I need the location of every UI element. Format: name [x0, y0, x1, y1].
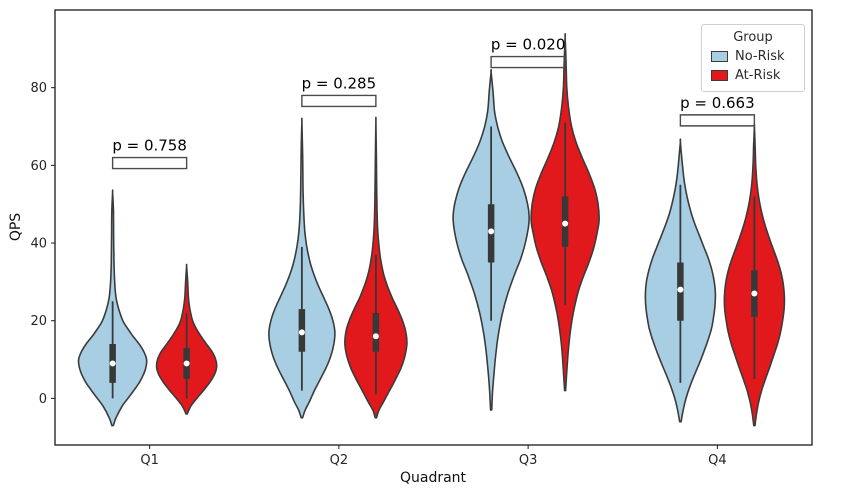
y-axis-label: QPS: [8, 212, 24, 242]
legend-entries: No-Risk At-Risk: [711, 49, 795, 83]
x-tick-label: Q4: [708, 453, 727, 468]
legend-entry-No-Risk: No-Risk: [711, 49, 795, 64]
y-axis-ticks: 0 20 40 60 80: [30, 81, 55, 407]
violin-Q1-At-Risk: [155, 263, 218, 415]
violin-Q2-No-Risk: [268, 117, 336, 419]
significance-bracket: [490, 55, 566, 69]
violin-Q3-No-Risk: [452, 68, 530, 411]
legend-entry-At-Risk: At-Risk: [711, 68, 795, 83]
significance-bracket: [679, 114, 756, 127]
pvalue-label: p = 0.758: [112, 137, 187, 155]
median-dot: [298, 329, 305, 336]
legend-swatch-At-Risk: [711, 70, 728, 81]
median-dot: [751, 290, 758, 297]
pvalue-annotation-Q1: p = 0.758: [111, 137, 188, 170]
plot-border: [54, 9, 813, 446]
x-tick-label: Q3: [519, 453, 538, 468]
y-tick-label: 80: [30, 81, 47, 96]
pvalue-label: p = 0.663: [680, 94, 755, 112]
pvalue-annotation-Q3: p = 0.020: [490, 36, 566, 69]
legend-title: Group: [733, 30, 773, 45]
y-tick-label: 40: [30, 237, 47, 252]
legend-label: At-Risk: [735, 68, 781, 83]
violin-Q1-No-Risk: [77, 189, 148, 427]
legend-swatch-No-Risk: [711, 51, 728, 62]
y-tick-label: 0: [39, 392, 47, 407]
x-tick-label: Q2: [330, 453, 349, 468]
pvalue-annotation-Q2: p = 0.285: [301, 74, 377, 108]
violin-Q2-At-Risk: [344, 116, 408, 419]
pvalue-label: p = 0.285: [302, 74, 377, 92]
median-dot: [677, 286, 684, 293]
median-dot: [488, 228, 495, 235]
median-dot: [183, 360, 190, 367]
median-dot: [109, 360, 116, 367]
violin-Q3-At-Risk: [530, 33, 600, 392]
legend: Group No-Risk At-Risk: [701, 24, 805, 92]
legend-label: No-Risk: [735, 49, 785, 64]
pvalue-label: p = 0.020: [491, 36, 566, 54]
significance-bracket: [301, 94, 377, 108]
y-tick-label: 20: [30, 314, 47, 329]
pvalue-annotation-Q4: p = 0.663: [679, 94, 756, 127]
x-axis-ticks: Q1 Q2 Q3 Q4: [140, 445, 727, 468]
median-dot: [372, 333, 379, 340]
median-dot: [562, 220, 569, 227]
violin-Q4-No-Risk: [644, 138, 717, 423]
x-axis-label: Quadrant: [399, 470, 467, 486]
x-tick-label: Q1: [140, 453, 159, 468]
significance-bracket: [111, 156, 188, 170]
y-tick-label: 60: [30, 159, 47, 174]
